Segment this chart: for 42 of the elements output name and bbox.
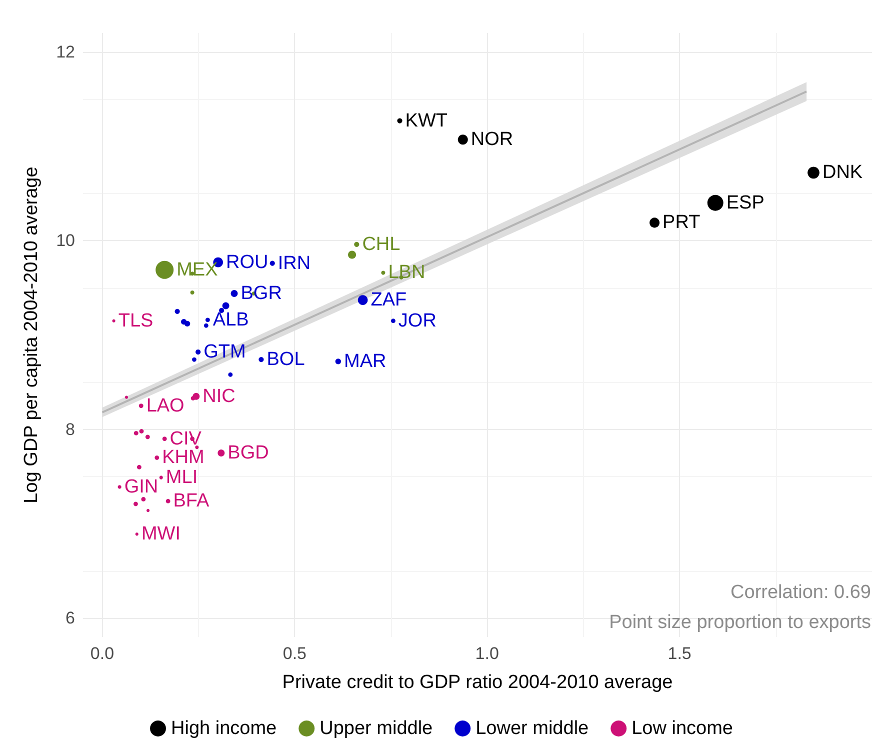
y-tick-label: 6 (66, 608, 75, 628)
data-label: CHL (362, 234, 400, 255)
data-label: MAR (344, 350, 386, 372)
data-label: BGD (228, 442, 269, 464)
data-label: KHM (162, 447, 204, 468)
x-tick-label: 0.5 (282, 644, 307, 663)
x-tick-label: 1.5 (668, 644, 692, 663)
x-tick-label: 0.0 (90, 644, 114, 663)
data-label: LBN (388, 262, 426, 284)
data-label: PRT (662, 212, 701, 234)
data-label: GIN (124, 476, 158, 498)
x-axis-title: Private credit to GDP ratio 2004-2010 average (282, 672, 673, 693)
y-tick-label: 12 (56, 42, 75, 62)
data-label: MEX (176, 259, 218, 280)
data-label: MWI (141, 524, 180, 545)
data-label: DNK (822, 162, 863, 184)
data-label: KWT (405, 110, 448, 132)
x-tick-label: 1.0 (475, 644, 499, 663)
data-label: ESP (726, 192, 764, 214)
data-label: BOL (266, 349, 305, 370)
data-label: TLS (118, 310, 154, 332)
data-label: ROU (226, 252, 268, 273)
y-tick-label: 10 (56, 231, 75, 250)
data-label: NIC (202, 386, 236, 407)
y-tick-label: 8 (66, 420, 75, 439)
legend-label: Lower middle (476, 718, 589, 739)
legend-label: Upper middle (320, 718, 433, 739)
data-label: GTM (204, 341, 246, 362)
data-label: ALB (212, 309, 249, 330)
annotation: Point size proportion to exports (609, 612, 871, 633)
data-label: LAO (146, 395, 184, 416)
data-label: MLI (166, 467, 198, 488)
legend-label: Low income (632, 718, 733, 739)
y-axis-title: Log GDP per capita 2004-2010 average (21, 166, 42, 504)
legend-label: High income (171, 718, 277, 739)
data-label: ZAF (370, 290, 407, 311)
data-label: BFA (173, 490, 210, 512)
data-label: NOR (470, 129, 514, 150)
data-label: IRN (278, 252, 311, 274)
data-label: BGR (240, 282, 282, 304)
data-label: JOR (398, 310, 436, 332)
annotation: Correlation: 0.69 (730, 582, 871, 603)
